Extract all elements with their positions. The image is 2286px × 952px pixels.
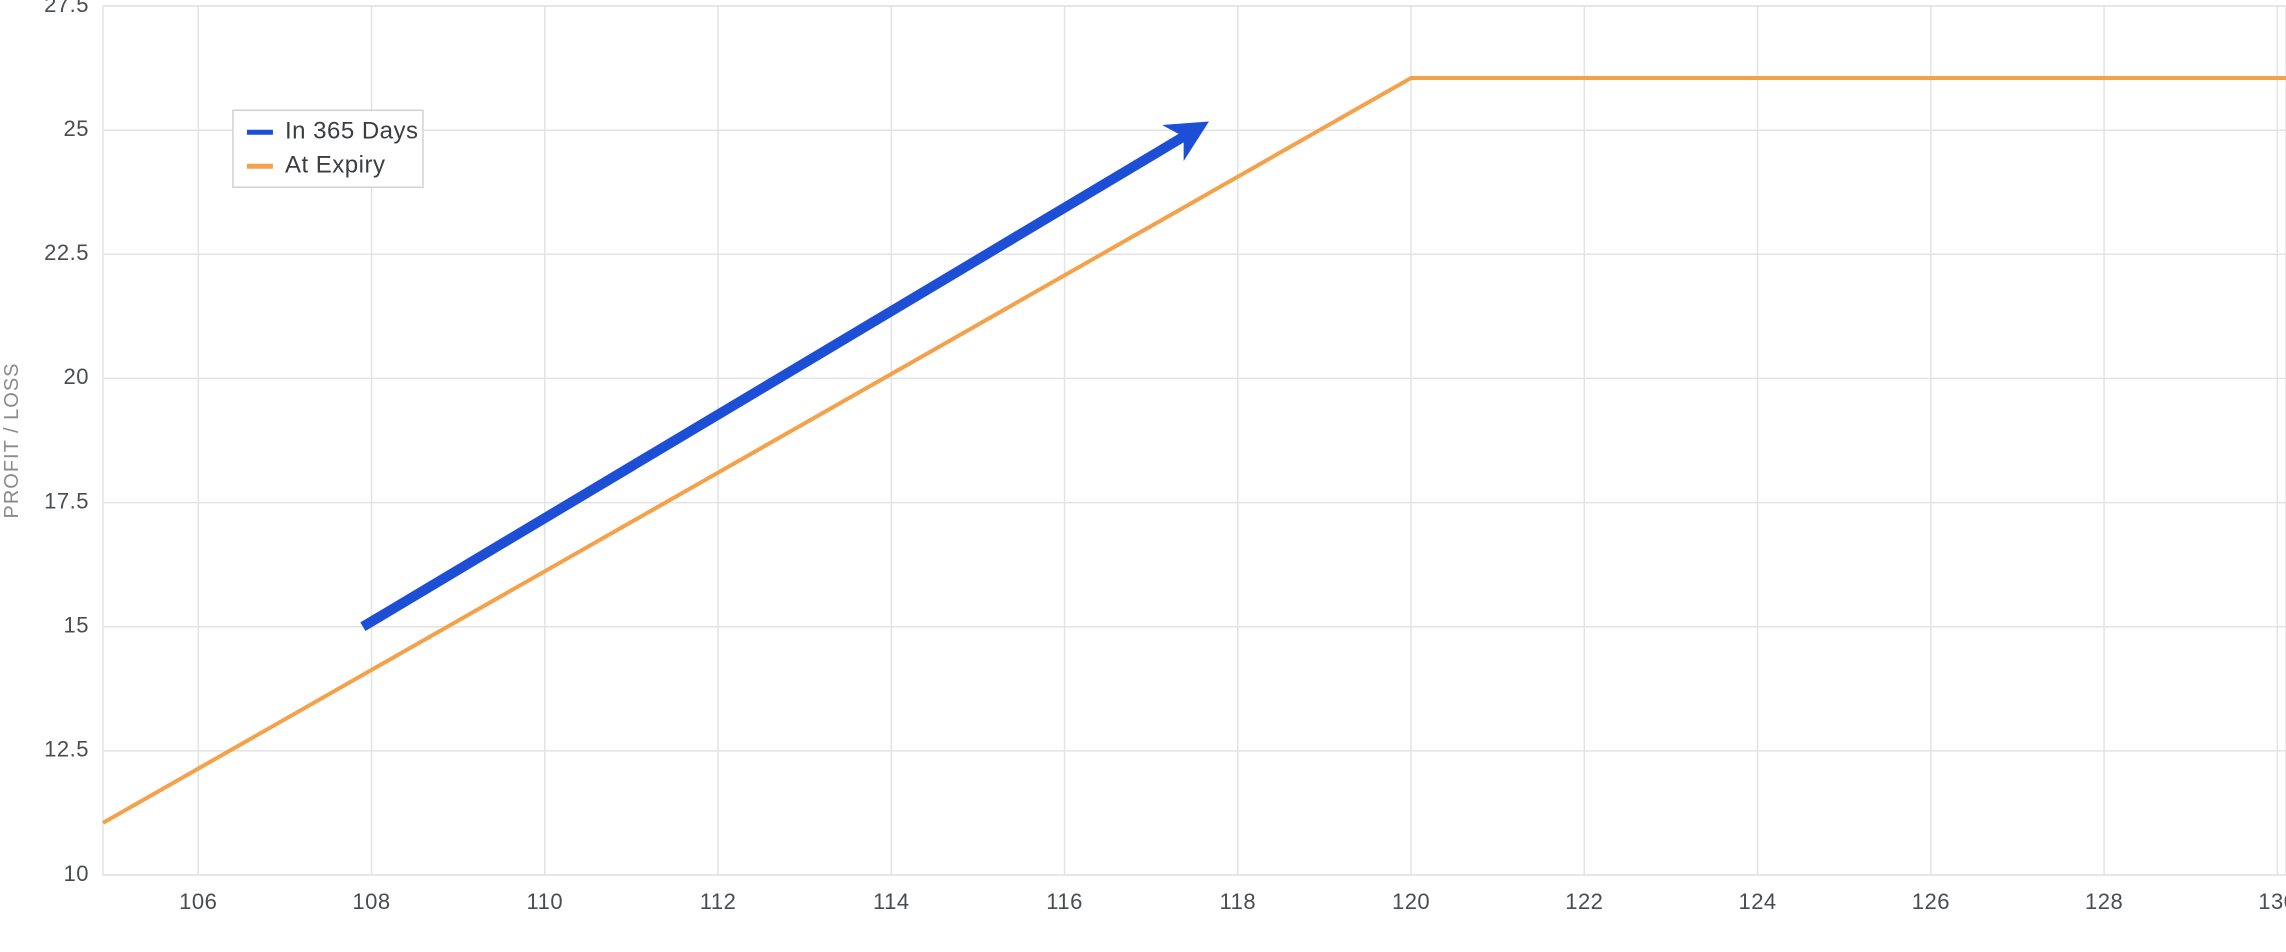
x-tick-label: 110	[527, 889, 564, 914]
y-tick-label: 12.5	[44, 737, 89, 762]
profit-loss-chart: 10 12.5 15 17.5 20 22.5 25 27.5 106 108 110 112 114 1…	[0, 0, 2286, 952]
x-tick-label: 114	[873, 889, 910, 914]
y-tick-label: 15	[64, 613, 89, 638]
y-tick-label: 22.5	[44, 240, 89, 265]
x-tick-label: 106	[179, 889, 217, 914]
chart-container: 10 12.5 15 17.5 20 22.5 25 27.5 106 108 110 112 114 1…	[0, 0, 2286, 952]
x-tick-label: 128	[2085, 889, 2123, 914]
x-tick-label: 116	[1046, 889, 1083, 914]
y-tick-label: 17.5	[44, 488, 89, 513]
x-tick-label: 112	[700, 889, 737, 914]
x-tick-label: 130	[2258, 889, 2286, 914]
y-tick-label: 25	[64, 116, 89, 141]
x-tick-label: 126	[1912, 889, 1950, 914]
legend-label: In 365 Days	[285, 118, 419, 145]
legend: In 365 Days At Expiry	[233, 110, 423, 187]
x-tick-label: 124	[1738, 889, 1776, 914]
y-tick-label: 10	[64, 861, 89, 886]
x-tick-label: 118	[1220, 889, 1257, 914]
x-tick-label: 122	[1565, 889, 1603, 914]
x-tick-label: 108	[352, 889, 390, 914]
y-tick-label: 20	[64, 364, 89, 389]
y-axis-label: PROFIT / LOSS	[1, 363, 23, 519]
y-tick-label: 27.5	[44, 0, 89, 17]
legend-label: At Expiry	[285, 152, 386, 179]
x-tick-label: 120	[1392, 889, 1430, 914]
